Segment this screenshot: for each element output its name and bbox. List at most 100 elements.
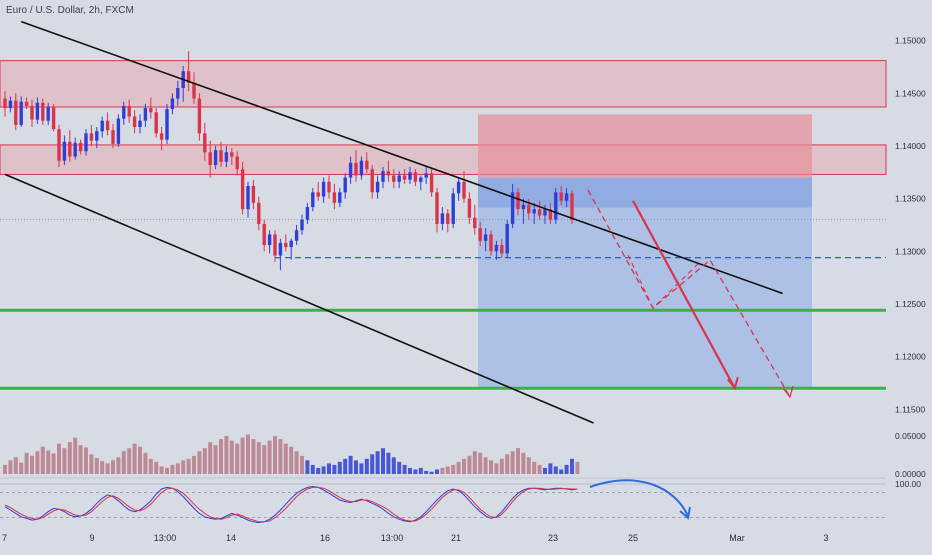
- candle-body: [230, 152, 234, 157]
- volume-bar: [251, 439, 256, 474]
- candle-body: [267, 234, 272, 245]
- volume-bar: [19, 462, 24, 474]
- candle-body: [483, 234, 488, 241]
- candle-body: [402, 175, 407, 180]
- volume-bar: [516, 448, 520, 474]
- candle-body: [354, 162, 358, 176]
- price-tick-label: 1.14500: [895, 88, 926, 98]
- candle-body: [257, 202, 261, 224]
- candle-body: [78, 142, 83, 152]
- candle-body: [192, 82, 196, 99]
- osc-d-line: [4, 486, 578, 523]
- stop-zone: [478, 114, 812, 178]
- volume-bar: [435, 469, 439, 474]
- candle-body: [73, 142, 77, 157]
- osc-tick-label: 100.00: [895, 479, 921, 489]
- volume-bar: [138, 446, 142, 474]
- candle-body: [95, 131, 99, 141]
- candle-body: [208, 152, 212, 165]
- candle-body: [284, 242, 288, 248]
- candle-body: [489, 234, 493, 252]
- volume-bar: [564, 464, 569, 474]
- projection-alt-line: [587, 189, 791, 398]
- channel-line: [4, 173, 594, 424]
- candle-body: [100, 120, 104, 132]
- candle-body: [456, 181, 461, 194]
- x-tick-label: 14: [226, 533, 236, 543]
- candle-body: [424, 173, 428, 178]
- volume-bar: [429, 471, 434, 474]
- candle-body: [251, 186, 256, 203]
- volume-bar: [289, 446, 294, 474]
- candle-body: [532, 209, 536, 214]
- volume-bar: [35, 451, 40, 474]
- candle-body: [224, 152, 229, 162]
- volume-bar: [321, 466, 326, 474]
- volume-bar: [305, 460, 310, 474]
- volume-bar: [402, 464, 407, 474]
- volume-bar: [316, 467, 321, 474]
- candle-body: [392, 175, 396, 182]
- candle-body: [197, 98, 202, 134]
- volume-bar: [267, 440, 272, 474]
- volume-bar: [424, 470, 429, 474]
- candle-body: [564, 193, 569, 201]
- volume-bar: [397, 461, 402, 474]
- volume-bar: [278, 439, 283, 474]
- candle-body: [213, 150, 218, 165]
- candle-body: [451, 193, 455, 224]
- candle-body: [559, 192, 563, 201]
- volume-bar: [224, 436, 229, 474]
- volume-bar: [208, 442, 213, 474]
- osc-projection-curve: [589, 479, 689, 517]
- volume-bar: [570, 458, 574, 474]
- volume-bar: [343, 458, 348, 474]
- candle-body: [419, 177, 423, 182]
- candle-body: [132, 116, 137, 128]
- volume-bar: [170, 464, 175, 474]
- volume-bar: [408, 467, 412, 474]
- volume-bar: [235, 443, 240, 474]
- volume-bar: [348, 455, 353, 474]
- volume-bar: [548, 463, 553, 474]
- projection-alt-branch: [627, 254, 701, 309]
- volume-bar: [159, 466, 164, 474]
- candle-body: [143, 108, 148, 121]
- candle-body: [149, 108, 153, 113]
- volume-bar: [375, 451, 380, 474]
- candle-body: [365, 160, 369, 170]
- candle-body: [338, 192, 342, 203]
- volume-bar: [472, 451, 477, 474]
- x-tick-label: 23: [548, 533, 558, 543]
- channel-line: [20, 20, 783, 295]
- candle-body: [494, 244, 499, 252]
- volume-bar: [143, 452, 148, 474]
- candle-body: [370, 169, 374, 193]
- price-tick-label: 1.15000: [895, 36, 926, 46]
- candle-body: [122, 105, 126, 119]
- volume-bar: [327, 463, 331, 474]
- volume-bar: [78, 445, 83, 474]
- volume-bar: [94, 458, 99, 474]
- candle-body: [35, 102, 40, 120]
- volume-bar: [127, 448, 132, 474]
- candle-body: [527, 204, 531, 214]
- volume-bar: [116, 457, 121, 474]
- candle-body: [14, 100, 18, 125]
- x-tick-label: Mar: [729, 533, 745, 543]
- volume-bar: [262, 445, 267, 474]
- candle-body: [165, 109, 169, 140]
- volume-tick-label: 0.05000: [895, 431, 926, 441]
- candle-body: [537, 209, 542, 216]
- candle-body: [397, 175, 401, 182]
- volume-bar: [310, 464, 315, 474]
- candle-body: [543, 209, 547, 216]
- x-tick-label: 25: [628, 533, 638, 543]
- candle-body: [521, 204, 526, 210]
- candle-body: [51, 107, 56, 130]
- volume-bar: [364, 458, 369, 474]
- price-tick-label: 1.12500: [895, 299, 926, 309]
- volume-bar: [354, 460, 358, 474]
- volume-bar: [62, 448, 67, 474]
